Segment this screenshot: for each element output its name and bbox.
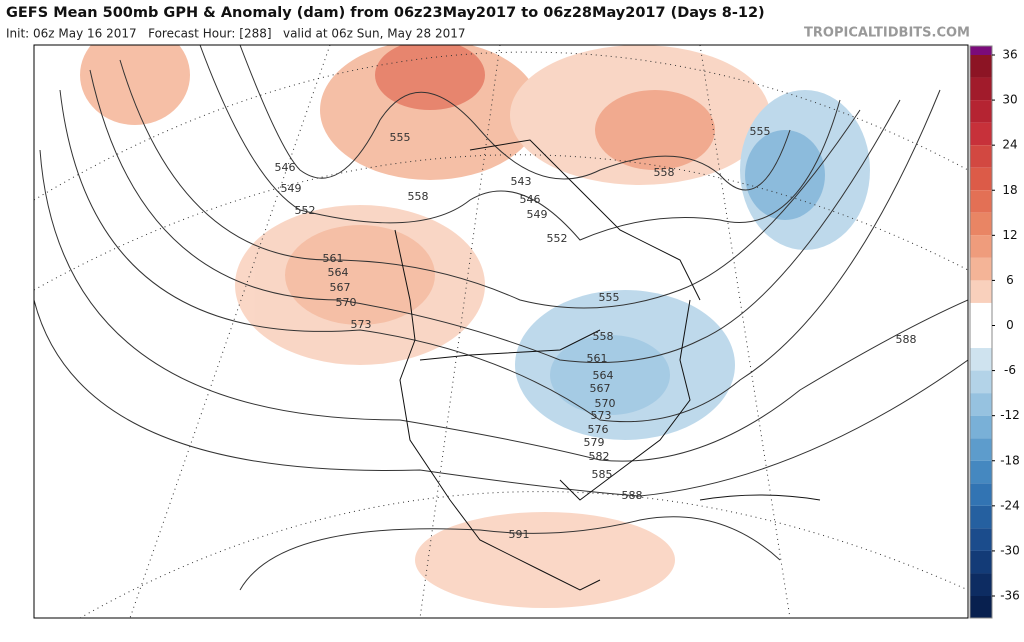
colorbar-tick-label: 6 (1006, 273, 1014, 287)
contour-label: 558 (593, 330, 614, 343)
colorbar-band (970, 46, 992, 55)
brand: TROPICALTIDBITS.COM (804, 26, 970, 41)
subtitle: Init: 06z May 16 2017 Forecast Hour: [28… (6, 27, 465, 41)
contour-label: 588 (622, 489, 643, 502)
colorbar-band (970, 100, 992, 123)
colorbar-tick-label: 30 (1002, 93, 1017, 107)
contour-label: 558 (408, 190, 429, 203)
colorbar: 36 30 24 18 12 6 0 -6 -12 -18 -24 -30 -36 (969, 45, 1020, 619)
colorbar-band (970, 483, 992, 506)
colorbar-band (970, 370, 992, 394)
contour-label: 555 (390, 131, 411, 144)
contour-label: 552 (547, 232, 568, 245)
contour-label: 576 (588, 423, 609, 436)
contour-label: 555 (750, 125, 771, 138)
colorbar-band (970, 393, 992, 416)
colorbar-band (970, 302, 992, 326)
contour-label: 546 (275, 161, 296, 174)
contour-label: 555 (599, 291, 620, 304)
colorbar-band (970, 460, 992, 484)
map-frame (33, 44, 969, 619)
colorbar-band (970, 212, 992, 236)
colorbar-band (970, 77, 992, 101)
colorbar-band (970, 190, 992, 213)
contour-label: 570 (595, 397, 616, 410)
contour-label: 561 (323, 252, 344, 265)
title: GEFS Mean 500mb GPH & Anomaly (dam) from… (6, 5, 765, 21)
colorbar-band (970, 438, 992, 461)
colorbar-band (970, 505, 992, 529)
colorbar-band (970, 573, 992, 596)
contour-label: 567 (590, 382, 611, 395)
contour-label: 579 (584, 436, 605, 449)
contour-label: 591 (509, 528, 530, 541)
contour-label: 582 (589, 450, 610, 463)
contours (34, 45, 968, 591)
colorbar-band (970, 348, 992, 371)
contour-label: 558 (654, 166, 675, 179)
contour-label: 549 (527, 208, 548, 221)
colorbar-tick-label: 18 (1002, 183, 1017, 197)
contour-label: 564 (328, 266, 349, 279)
colorbar-band (970, 55, 992, 78)
contour-label: 567 (330, 281, 351, 294)
colorbar-band (970, 257, 992, 281)
colorbar-frame (969, 45, 993, 619)
colorbar-tick-label: -6 (1004, 363, 1016, 377)
contour-label: 564 (593, 369, 614, 382)
colorbar-tick-label: -12 (1000, 408, 1020, 422)
colorbar-band (970, 145, 992, 168)
contour-label: 549 (281, 182, 302, 195)
contour-label: 552 (295, 204, 316, 217)
colorbar-band (970, 325, 992, 349)
colorbar-tick-label: 36 (1002, 48, 1017, 62)
colorbar-band (970, 550, 992, 574)
colorbar-band (970, 167, 992, 191)
anomaly-shading (80, 45, 870, 608)
map (34, 45, 968, 618)
contour-label: 570 (336, 296, 357, 309)
contour-label: 573 (591, 409, 612, 422)
colorbar-band (970, 235, 992, 258)
contour-labels: 5465495525555585615645675705735555435465… (275, 125, 917, 541)
contour-label: 543 (511, 175, 532, 188)
colorbar-tick-label: -30 (1000, 543, 1020, 557)
colorbar-tick-label: -24 (1000, 498, 1020, 512)
colorbar-tick-label: 0 (1006, 318, 1014, 332)
colorbar-tick-label: -36 (1000, 589, 1020, 603)
colorbar-band (970, 122, 992, 146)
contour-label: 588 (896, 333, 917, 346)
graticule (34, 45, 968, 618)
colorbar-tick-label: -18 (1000, 453, 1020, 467)
colorbar-band (970, 528, 992, 551)
colorbar-band (970, 415, 992, 439)
colorbar-tick-label: 24 (1002, 138, 1017, 152)
contour-label: 573 (351, 318, 372, 331)
contour-label: 546 (520, 193, 541, 206)
contour-label: 561 (587, 352, 608, 365)
colorbar-band (970, 596, 992, 618)
colorbar-tick-label: 12 (1002, 228, 1017, 242)
coastlines (394, 139, 821, 591)
colorbar-band (970, 280, 992, 303)
contour-label: 585 (592, 468, 613, 481)
